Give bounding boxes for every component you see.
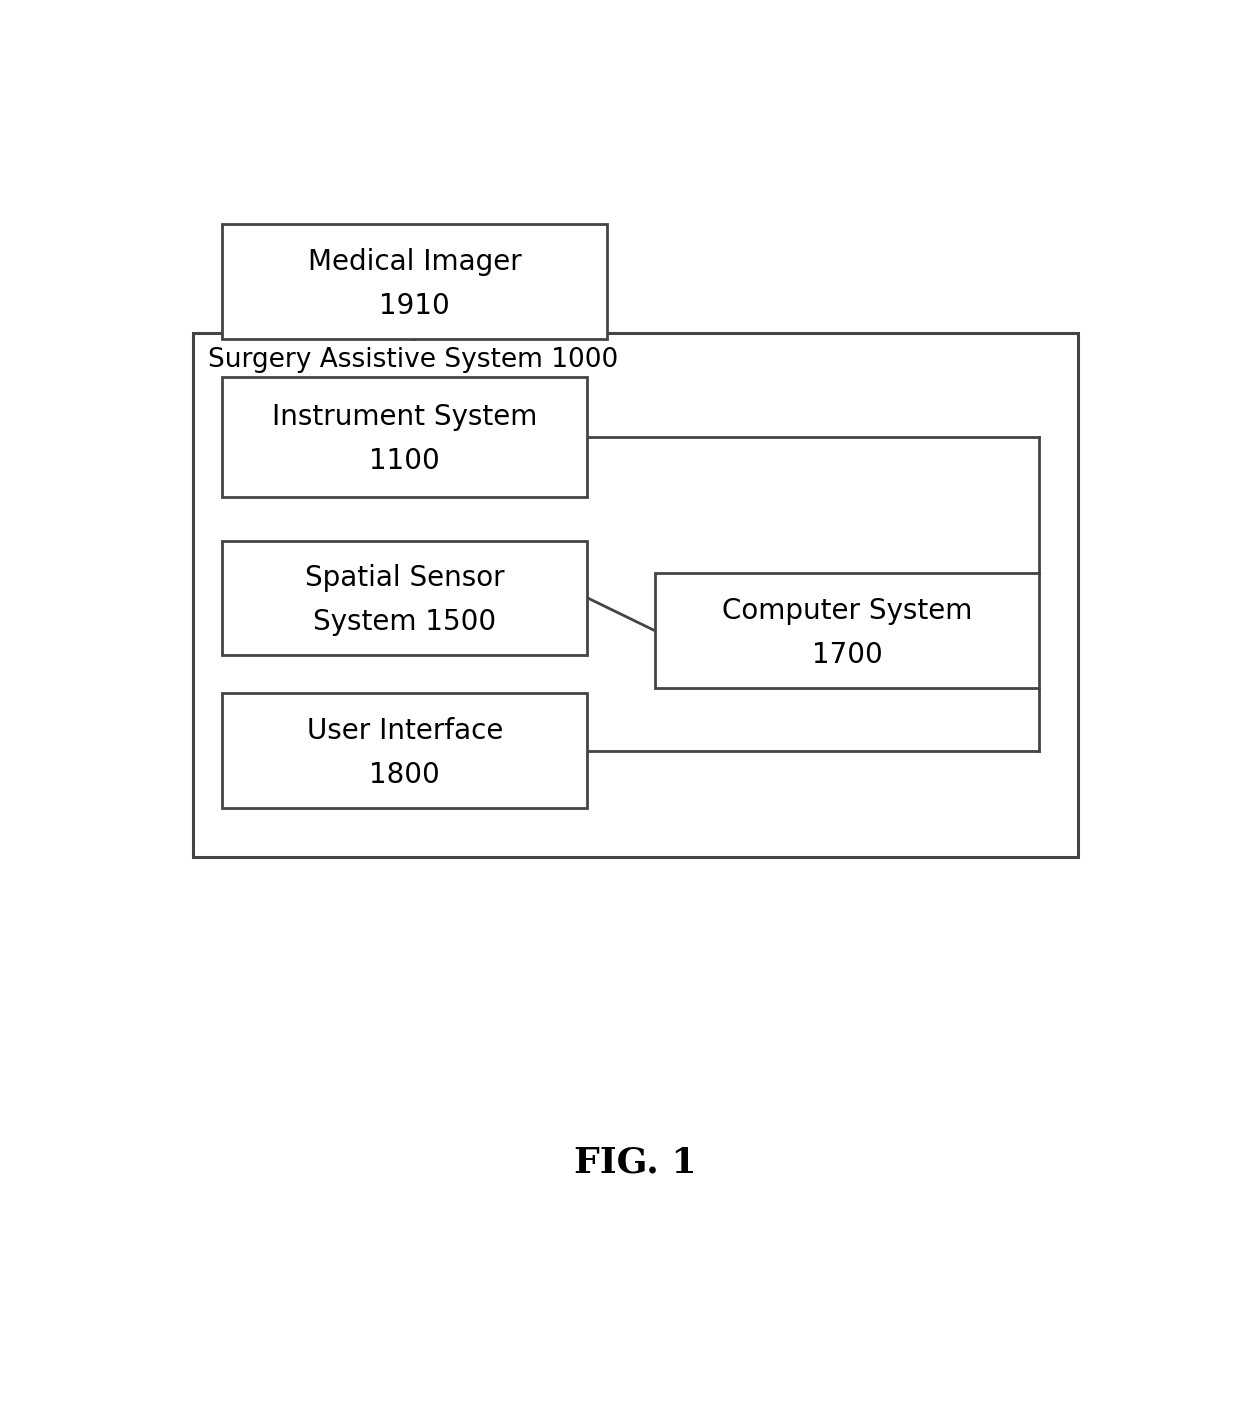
FancyBboxPatch shape [222, 541, 588, 656]
Text: Medical Imager: Medical Imager [308, 248, 521, 276]
Text: 1800: 1800 [370, 760, 440, 789]
Text: Spatial Sensor: Spatial Sensor [305, 564, 505, 592]
Text: Computer System: Computer System [722, 598, 972, 624]
FancyBboxPatch shape [655, 573, 1039, 688]
Text: FIG. 1: FIG. 1 [574, 1146, 697, 1180]
Text: User Interface: User Interface [306, 716, 503, 745]
FancyBboxPatch shape [222, 377, 588, 497]
FancyBboxPatch shape [222, 694, 588, 807]
FancyBboxPatch shape [193, 334, 1078, 857]
Text: 1910: 1910 [379, 292, 450, 320]
Text: Instrument System: Instrument System [272, 404, 538, 432]
Text: 1700: 1700 [811, 640, 883, 668]
Text: System 1500: System 1500 [314, 607, 496, 636]
Text: Surgery Assistive System 1000: Surgery Assistive System 1000 [208, 347, 618, 372]
FancyBboxPatch shape [222, 225, 606, 338]
Text: 1100: 1100 [370, 447, 440, 474]
